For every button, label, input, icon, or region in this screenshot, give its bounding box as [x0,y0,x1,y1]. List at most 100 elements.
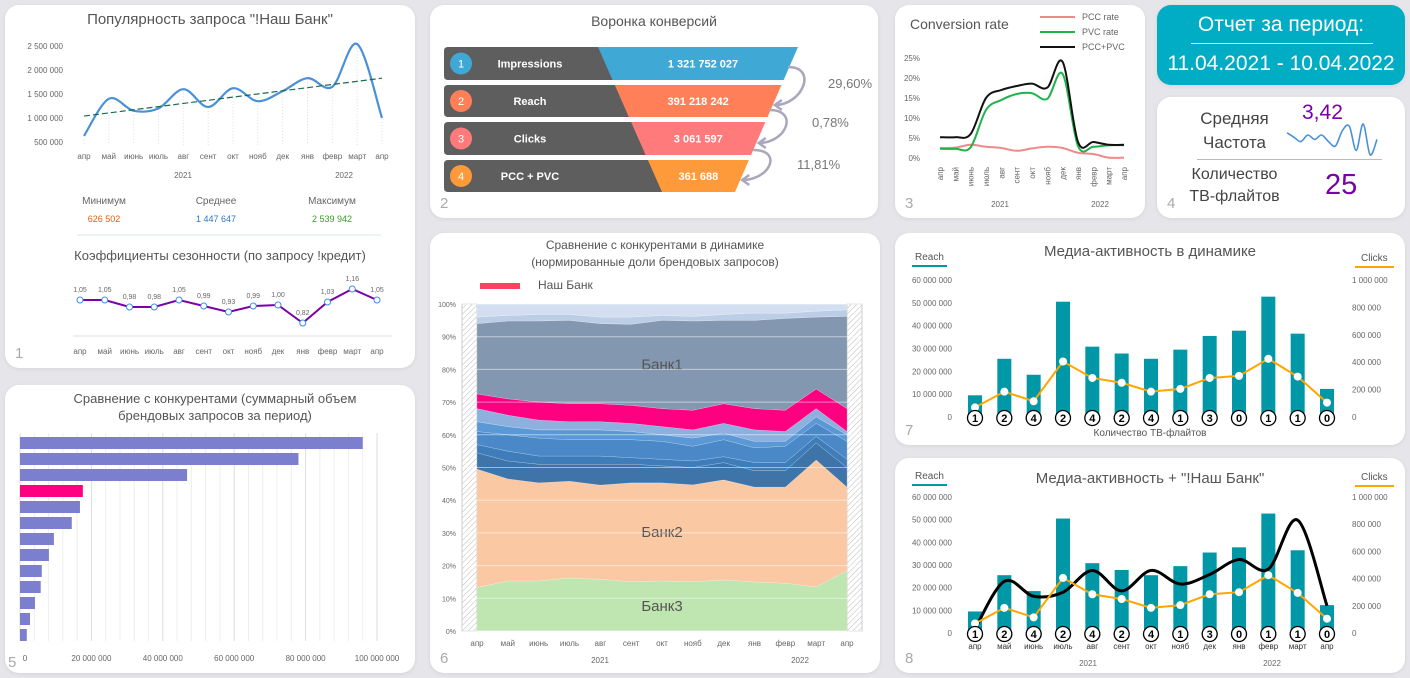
competitors-total-panel: Сравнение с конкурентами (суммарный объе… [5,385,415,673]
arrowhead-icon [740,173,750,187]
clicks-point [1059,573,1067,582]
clicks-point [1176,601,1185,610]
x-tick-label: июнь [124,152,143,161]
report-period: 11.04.2021 - 10.04.2022 [1167,52,1395,75]
right-axis-tick: 200 000 [1352,602,1381,611]
funnel-step-value: 361 688 [679,171,719,183]
left-axis-tick: 50 000 000 [912,299,953,308]
x-tick-label: апр [370,347,384,356]
x-tick-label: окт [1145,642,1157,651]
left-axis-tick: 40 000 000 [912,322,953,331]
funnel-step-label: PCC + PVC [501,171,559,183]
flight-count: 1 [972,629,978,641]
y-tick-label: 2 000 000 [27,66,63,75]
x-tick-label: нояб [1043,167,1052,185]
bar [20,453,299,465]
left-axis-tick: 20 000 000 [912,584,953,593]
year-label: 2021 [991,200,1009,209]
data-point [76,296,84,304]
flight-count-badge [1142,409,1160,427]
stat-label: Минимум [82,196,126,207]
year-label: 2022 [1091,200,1109,209]
left-axis-tick: 0 [948,629,953,638]
competitors-dynamic-panel: Сравнение с конкурентами в динамике (нор… [430,233,880,673]
y-tick-label: 30% [442,531,456,538]
flight-count: 2 [1001,413,1007,425]
arrowhead-icon [772,98,783,112]
left-axis-tick: 10 000 000 [912,390,953,399]
data-label: 1,05 [370,287,384,294]
x-tick-label: авг [173,347,185,356]
right-axis-tick: 400 000 [1352,575,1381,584]
report-title: Отчет за период: [1197,13,1365,36]
stat-value: 2 539 942 [312,214,352,224]
x-tick-label: нояб [244,347,262,356]
legend-label: PCC+PVC [1082,42,1125,52]
x-tick-label: 20 000 000 [71,654,112,663]
x-tick-label: апр [968,642,982,651]
flight-count: 1 [1295,413,1301,425]
year-label: 2021 [1079,659,1097,668]
flight-count-badge [1201,409,1218,427]
y-tick-label: 40% [442,498,456,505]
x-tick-label: февр [318,347,338,356]
x-tick-label: май [501,639,515,648]
data-point [200,302,208,310]
x-tick-label: март [1105,167,1114,185]
bar [20,517,72,529]
x-tick-label: окт [227,152,239,161]
media-panel: Медиа-активность в динамике Reach Clicks… [895,233,1405,445]
x-tick-label: март [807,639,825,648]
seasonality-title: Коэффициенты сезонности (по запросу !кре… [74,248,366,263]
x-tick-label: апр [375,152,389,161]
bar [20,437,363,449]
clicks-point [1088,590,1097,599]
data-point [249,302,257,310]
x-tick-label: май [951,167,960,181]
x-tick-label: дек [1059,167,1068,180]
legend-label: PCC rate [1082,12,1119,22]
flight-count-badge [1318,409,1336,427]
x-tick-label: янв [1074,167,1083,180]
flight-count-badge [1260,409,1277,427]
media-xlabel: Количество ТВ-флайтов [1093,428,1207,439]
funnel-step-value: 391 218 242 [668,96,729,108]
divider [1197,159,1382,160]
stat-label: Максимум [308,196,356,207]
legend-swatch [480,283,520,289]
year-label: 2022 [335,171,353,180]
x-tick-label: окт [1028,167,1037,179]
funnel-step-label: Clicks [514,134,546,146]
year-label: 2022 [791,656,809,665]
flight-count-badge [996,409,1013,427]
flight-count-badge [1201,625,1218,643]
flight-count-badge [1025,409,1042,427]
reach-bar [1173,349,1188,417]
x-tick-label: июль [1053,642,1072,651]
clicks-point [1029,397,1038,406]
clicks-point [1205,373,1214,382]
step-number: 1 [458,59,464,71]
area-label: Банк1 [641,356,682,373]
flight-count-badge [1054,409,1072,427]
x-tick-label: июнь [967,167,976,186]
x-tick-label: апр [470,639,484,648]
flight-count: 2 [1119,629,1125,641]
flight-count: 0 [1324,629,1330,641]
x-tick-label: авг [1087,642,1099,651]
panel-number: 4 [1167,195,1176,212]
x-tick-label: апр [840,639,854,648]
frequency-sparkline-line [1286,123,1378,156]
flight-count: 3 [1207,413,1213,425]
panel-number: 6 [440,650,449,667]
data-label: 1,05 [98,287,112,294]
data-label: 1,03 [321,289,335,296]
y-tick-label: 20% [904,74,920,83]
y-tick-label: 2 500 000 [27,42,63,51]
bar [20,533,54,545]
area-competitor [476,416,848,449]
clicks-point [1059,357,1067,366]
stat-value: 626 502 [88,214,121,224]
x-tick-label: июнь [1024,642,1043,651]
right-axis-tick: 600 000 [1352,547,1381,556]
